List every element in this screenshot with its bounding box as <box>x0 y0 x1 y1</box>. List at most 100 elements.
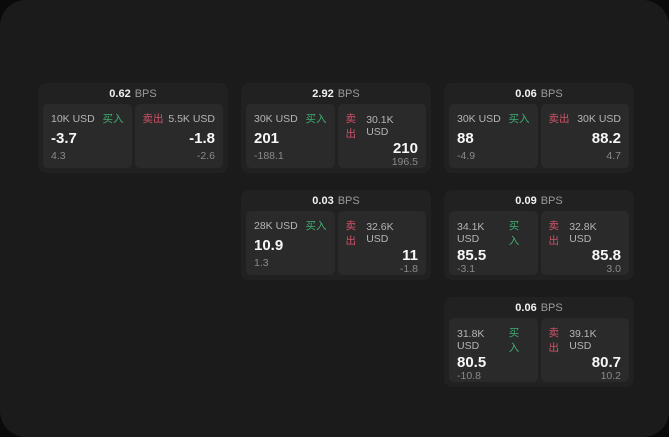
bps-unit-label: BPS <box>540 301 563 314</box>
quote-body: 28K USD 买入 10.9 1.3 卖出 32.6K USD 11 -1.8 <box>241 211 431 280</box>
buy-tag: 买入 <box>508 113 530 125</box>
quote-card: 0.09 BPS 34.1K USD 买入 85.5 -3.1 卖出 32.8K… <box>444 190 634 280</box>
quote-body: 30K USD 买入 88 -4.9 卖出 30K USD 88.2 4.7 <box>444 104 634 173</box>
bps-header: 0.62 BPS <box>38 83 228 104</box>
sell-price: -1.8 <box>189 129 215 147</box>
sell-price: 85.8 <box>591 247 621 264</box>
sell-panel-top: 卖出 5.5K USD <box>143 111 216 126</box>
buy-panel[interactable]: 31.8K USD 买入 80.5 -10.8 <box>449 318 538 382</box>
buy-delta: 1.3 <box>254 257 269 269</box>
sell-size-label: 5.5K USD <box>168 112 215 125</box>
sell-tag: 卖出 <box>142 113 164 125</box>
bps-header: 2.92 BPS <box>241 83 431 104</box>
sell-panel[interactable]: 卖出 30K USD 88.2 4.7 <box>540 104 629 168</box>
bps-unit-label: BPS <box>337 87 360 100</box>
buy-panel-top: 31.8K USD 买入 <box>457 325 530 355</box>
sell-panel-top: 卖出 32.6K USD <box>346 218 419 248</box>
buy-price: 80.5 <box>457 354 487 371</box>
buy-panel[interactable]: 30K USD 买入 201 -188.1 <box>246 104 335 168</box>
buy-delta: -188.1 <box>254 150 284 162</box>
sell-size-label: 30K USD <box>577 112 621 125</box>
bps-header: 0.09 BPS <box>444 190 634 211</box>
sell-price: 210 <box>392 140 418 157</box>
buy-tag: 买入 <box>508 327 520 354</box>
buy-size-label: 30K USD <box>254 112 298 125</box>
buy-panel[interactable]: 30K USD 买入 88 -4.9 <box>449 104 538 168</box>
sell-size-label: 30.1K USD <box>366 114 394 138</box>
sell-size-label: 39.1K USD <box>569 328 597 352</box>
sell-tag: 卖出 <box>548 113 570 125</box>
buy-panel[interactable]: 34.1K USD 买入 85.5 -3.1 <box>449 211 538 275</box>
bps-value: 2.92 <box>312 87 334 100</box>
buy-panel-top: 28K USD 买入 <box>254 218 327 233</box>
sell-panel[interactable]: 卖出 32.6K USD 11 -1.8 <box>337 211 426 275</box>
quote-card: 0.06 BPS 30K USD 买入 88 -4.9 卖出 30K USD 8… <box>444 83 634 173</box>
sell-size-label: 32.8K USD <box>569 221 597 245</box>
quote-body: 30K USD 买入 201 -188.1 卖出 30.1K USD 210 1… <box>241 104 431 173</box>
sell-price: 11 <box>402 247 418 264</box>
bps-value: 0.62 <box>109 87 131 100</box>
sell-price: 88.2 <box>591 129 621 147</box>
buy-delta: -10.8 <box>457 370 481 382</box>
buy-panel[interactable]: 10K USD 买入 -3.7 4.3 <box>43 104 132 168</box>
buy-tag: 买入 <box>102 113 124 125</box>
sell-delta: 3.0 <box>606 263 621 275</box>
bps-header: 0.06 BPS <box>444 83 634 104</box>
buy-size-label: 34.1K USD <box>457 221 485 245</box>
buy-tag: 买入 <box>305 220 327 232</box>
buy-size-label: 10K USD <box>51 112 95 125</box>
bps-header: 0.03 BPS <box>241 190 431 211</box>
buy-price: 88 <box>457 129 474 147</box>
sell-delta: 4.7 <box>606 150 621 162</box>
quote-card: 0.03 BPS 28K USD 买入 10.9 1.3 卖出 32.6K US… <box>241 190 431 280</box>
bps-value: 0.09 <box>515 194 537 207</box>
sell-tag: 卖出 <box>345 113 357 140</box>
bps-unit-label: BPS <box>134 87 157 100</box>
bps-value: 0.03 <box>312 194 334 207</box>
buy-tag: 买入 <box>305 113 327 125</box>
bps-unit-label: BPS <box>540 87 563 100</box>
sell-panel-top: 卖出 39.1K USD <box>549 325 622 355</box>
buy-panel[interactable]: 28K USD 买入 10.9 1.3 <box>246 211 335 275</box>
quote-card: 0.62 BPS 10K USD 买入 -3.7 4.3 卖出 5.5K USD… <box>38 83 228 173</box>
quote-body: 34.1K USD 买入 85.5 -3.1 卖出 32.8K USD 85.8… <box>444 211 634 280</box>
bps-value: 0.06 <box>515 301 537 314</box>
sell-delta: 196.5 <box>391 156 418 168</box>
sell-panel-top: 卖出 30K USD <box>549 111 622 126</box>
buy-panel-top: 10K USD 买入 <box>51 111 124 126</box>
quote-card: 0.06 BPS 31.8K USD 买入 80.5 -10.8 卖出 39.1… <box>444 297 634 387</box>
buy-delta: 4.3 <box>51 150 66 162</box>
bps-header: 0.06 BPS <box>444 297 634 318</box>
quote-body: 31.8K USD 买入 80.5 -10.8 卖出 39.1K USD 80.… <box>444 318 634 387</box>
buy-delta: -3.1 <box>457 263 476 275</box>
sell-delta: -2.6 <box>196 150 215 162</box>
buy-size-label: 31.8K USD <box>457 328 485 352</box>
sell-panel-top: 卖出 32.8K USD <box>549 218 622 248</box>
sell-size-label: 32.6K USD <box>366 221 394 245</box>
sell-panel[interactable]: 卖出 39.1K USD 80.7 10.2 <box>540 318 629 382</box>
buy-panel-top: 30K USD 买入 <box>457 111 530 126</box>
buy-tag: 买入 <box>508 220 520 247</box>
bps-unit-label: BPS <box>540 194 563 207</box>
sell-tag: 卖出 <box>548 220 560 247</box>
buy-panel-top: 34.1K USD 买入 <box>457 218 530 248</box>
buy-size-label: 28K USD <box>254 219 298 232</box>
sell-delta: 10.2 <box>600 370 621 382</box>
quote-body: 10K USD 买入 -3.7 4.3 卖出 5.5K USD -1.8 -2.… <box>38 104 228 173</box>
sell-panel[interactable]: 卖出 30.1K USD 210 196.5 <box>337 104 426 168</box>
sell-tag: 卖出 <box>345 220 357 247</box>
buy-price: 85.5 <box>457 247 487 264</box>
buy-price: 10.9 <box>254 236 284 254</box>
sell-panel[interactable]: 卖出 32.8K USD 85.8 3.0 <box>540 211 629 275</box>
sell-price: 80.7 <box>591 354 621 371</box>
sell-delta: -1.8 <box>399 263 418 275</box>
buy-size-label: 30K USD <box>457 112 501 125</box>
bps-value: 0.06 <box>515 87 537 100</box>
sell-panel-top: 卖出 30.1K USD <box>346 111 419 141</box>
quote-card: 2.92 BPS 30K USD 买入 201 -188.1 卖出 30.1K … <box>241 83 431 173</box>
sell-tag: 卖出 <box>548 327 560 354</box>
sell-panel[interactable]: 卖出 5.5K USD -1.8 -2.6 <box>134 104 223 168</box>
buy-panel-top: 30K USD 买入 <box>254 111 327 126</box>
buy-price: 201 <box>254 129 280 147</box>
